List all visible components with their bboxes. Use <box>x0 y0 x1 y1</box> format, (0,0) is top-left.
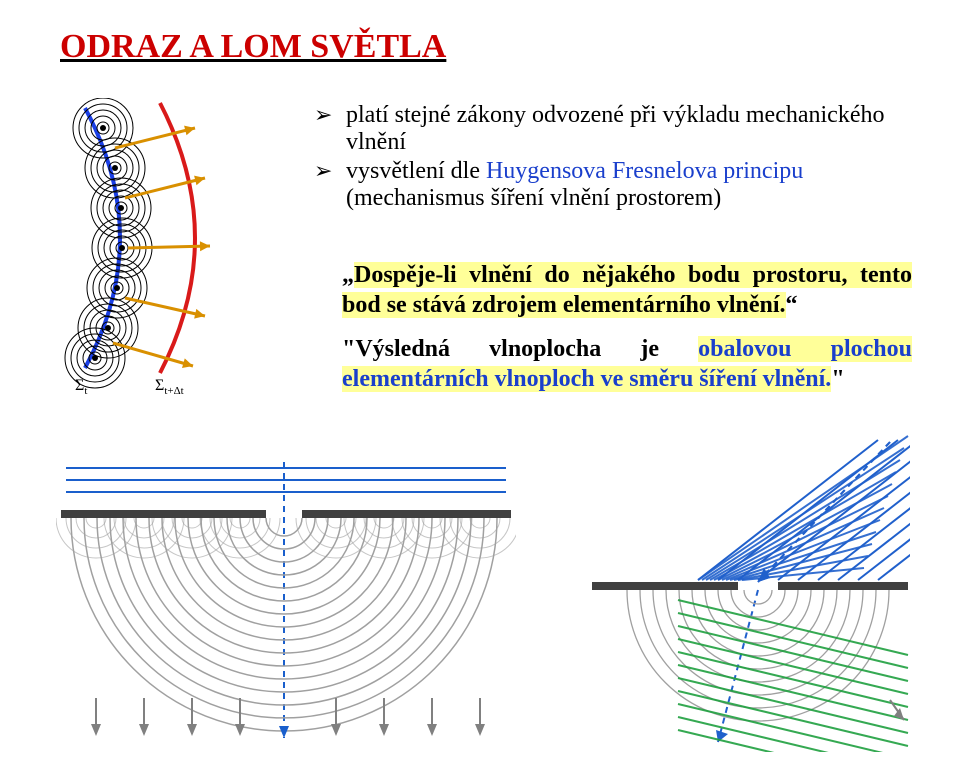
title-text: ODRAZ A LOM SVĚTLA <box>60 28 446 65</box>
bullet-2-pre: vysvětlení dle <box>346 158 486 184</box>
huygens-wavefront-diagram: Σt Σt+Δt <box>55 98 295 398</box>
quote-1-open: „ <box>342 262 354 288</box>
quote-2-open: " <box>342 336 355 362</box>
bullet-arrow-icon: ➢ <box>314 102 336 128</box>
bullet-2: ➢ vysvětlení dle Huygensova Fresnelova p… <box>314 158 914 212</box>
bullet-arrow-icon: ➢ <box>314 158 336 184</box>
quote-2-pre: Výsledná vlnoplocha je <box>355 336 698 362</box>
quote-1: „Dospěje-li vlnění do nějakého bodu pros… <box>342 260 912 320</box>
bullet-2-link: Huygensova Fresnelova principu <box>486 158 803 184</box>
sigma-tdt-label: Σt+Δt <box>155 377 184 397</box>
quote-2: "Výsledná vlnoplocha je obalovou plochou… <box>342 334 912 394</box>
bullet-1-text: platí stejné zákony odvozené při výkladu… <box>346 102 906 156</box>
quote-1-text: Dospěje-li vlnění do nějakého bodu prost… <box>342 262 912 318</box>
bullet-2-text: vysvětlení dle Huygensova Fresnelova pri… <box>346 158 906 212</box>
quote-2-close: " <box>831 366 844 392</box>
bullet-1: ➢ platí stejné zákony odvozené při výkla… <box>314 102 914 156</box>
page-title: ODRAZ A LOM SVĚTLA <box>60 28 446 66</box>
refraction-diagram <box>590 432 910 752</box>
bullet-list: ➢ platí stejné zákony odvozené při výkla… <box>314 102 914 214</box>
reflection-diagram <box>56 460 516 740</box>
quote-1-close: “ <box>786 292 798 318</box>
bullet-2-post: (mechanismus šíření vlnění prostorem) <box>346 185 721 211</box>
page: ODRAZ A LOM SVĚTLA ➢ platí stejné zákony… <box>0 0 959 769</box>
